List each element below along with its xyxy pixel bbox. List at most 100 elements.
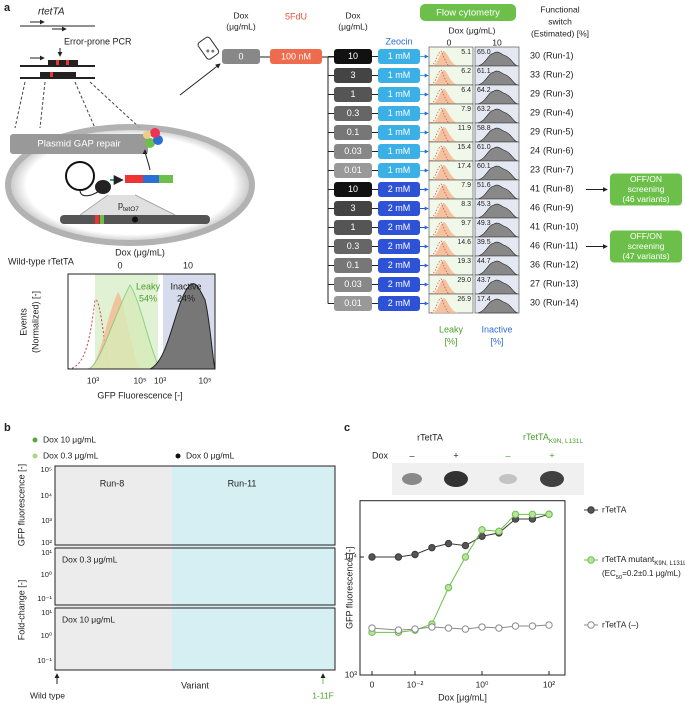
data-point — [528, 622, 537, 630]
label: 24 (Run-6) — [530, 146, 574, 156]
y-tick-label: 10⁻¹ — [37, 594, 52, 603]
zeocin-box — [378, 239, 420, 254]
text-part: K9N, L131L — [549, 438, 584, 445]
label: Run-11 — [228, 478, 257, 488]
histo — [430, 107, 451, 124]
histo — [477, 70, 519, 86]
data-point — [411, 550, 419, 559]
text-part: (Run-8) — [543, 184, 574, 194]
label: Dox — [233, 10, 249, 20]
label: 2 mM — [388, 241, 411, 251]
histo — [432, 203, 458, 218]
label: 58.8 — [477, 125, 491, 132]
blot-band — [444, 471, 468, 487]
label: Inactive — [170, 281, 201, 291]
histo — [430, 221, 451, 238]
histo — [432, 51, 458, 66]
label: 7.9 — [461, 182, 471, 189]
legend-label: Dox 0.3 μg/mL — [43, 450, 99, 460]
condition-box — [222, 49, 260, 64]
text-part: (Run-6) — [543, 146, 574, 156]
label: 15.4 — [457, 144, 471, 151]
data-point — [394, 626, 403, 634]
text-part: 29 — [530, 127, 540, 137]
label: (47 variants) — [622, 251, 669, 261]
label: 36 (Run-12) — [530, 260, 579, 270]
text-part: 41 — [530, 184, 540, 194]
label: 2 mM — [388, 184, 411, 194]
label: 14.6 — [457, 239, 471, 246]
data-point — [461, 625, 470, 633]
histo — [430, 183, 451, 200]
y-tick-label: 10³ — [345, 669, 357, 679]
label: screening — [628, 184, 665, 194]
label: Error-prone PCR — [64, 36, 132, 46]
data-point — [444, 624, 453, 632]
series-line — [372, 513, 549, 633]
text-part: (EC — [602, 569, 616, 578]
label: Dox 10 μg/mL — [62, 614, 115, 624]
data-point — [368, 553, 376, 561]
label: 5FdU — [285, 11, 307, 21]
zeocin-box — [378, 201, 420, 216]
label: 0 — [238, 51, 243, 61]
text-part: 23 — [530, 165, 540, 175]
zeocin-box — [378, 277, 420, 292]
label: Dox [μg/mL] — [438, 692, 487, 702]
label: 5.1 — [461, 49, 471, 56]
histo — [430, 50, 451, 67]
label: (μg/mL) — [338, 21, 368, 31]
label: 61.0 — [477, 144, 491, 151]
histo — [430, 259, 451, 276]
flow-title-box — [420, 4, 516, 21]
label: ptetO7 — [118, 200, 139, 213]
label: 1 mM — [388, 165, 411, 175]
histo — [477, 89, 519, 105]
label: Variant — [181, 680, 209, 690]
text-part: (Run-14) — [543, 298, 579, 308]
label: 33 (Run-2) — [530, 70, 574, 80]
label: 30 (Run-1) — [530, 51, 574, 61]
legend-label: Dox 10 μg/mL — [43, 434, 96, 444]
label: 65.0 — [477, 49, 491, 56]
legend-label: Dox 0 μg/mL — [186, 450, 235, 460]
label: 2 mM — [388, 203, 411, 213]
y-tick-label: 10⁵ — [41, 465, 52, 474]
y-tick-label: 10⁰ — [41, 631, 52, 640]
label: Dox — [345, 10, 361, 20]
label: – — [409, 450, 414, 460]
label: [%] — [490, 336, 503, 346]
label: 10 — [183, 260, 193, 270]
label: 11.9 — [458, 125, 471, 132]
panel-label: b — [4, 422, 11, 434]
label: 29 (Run-5) — [530, 127, 574, 137]
label: 39.5 — [477, 239, 491, 246]
text-part: (Run-7) — [543, 165, 574, 175]
text-part: 30 — [530, 51, 540, 61]
label: 1 — [350, 222, 355, 232]
histo — [432, 108, 458, 123]
histo — [432, 222, 458, 237]
zeocin-box — [378, 296, 420, 311]
label: 0.01 — [344, 298, 362, 308]
histo — [477, 146, 519, 162]
zeocin-box — [378, 144, 420, 159]
histo — [477, 241, 519, 257]
label: 19.3 — [457, 258, 471, 265]
zeocin-box — [378, 87, 420, 102]
text-part: 33 — [530, 70, 540, 80]
label: 64.2 — [477, 87, 491, 94]
label: 0.1 — [347, 260, 360, 270]
x-tick-label: 10⁵ — [134, 375, 147, 385]
text-part: 50 — [616, 575, 622, 581]
label: 8.3 — [461, 201, 471, 208]
x-tick-label: 10⁻² — [407, 679, 424, 689]
dox-box — [334, 277, 372, 292]
label: 49.3 — [477, 220, 491, 227]
data-point — [511, 510, 520, 519]
label: 2 mM — [388, 298, 411, 308]
label: 1-11F — [312, 690, 334, 700]
text-part: (Run-5) — [543, 127, 574, 137]
label: switch — [548, 16, 572, 26]
blot-band — [499, 474, 517, 484]
